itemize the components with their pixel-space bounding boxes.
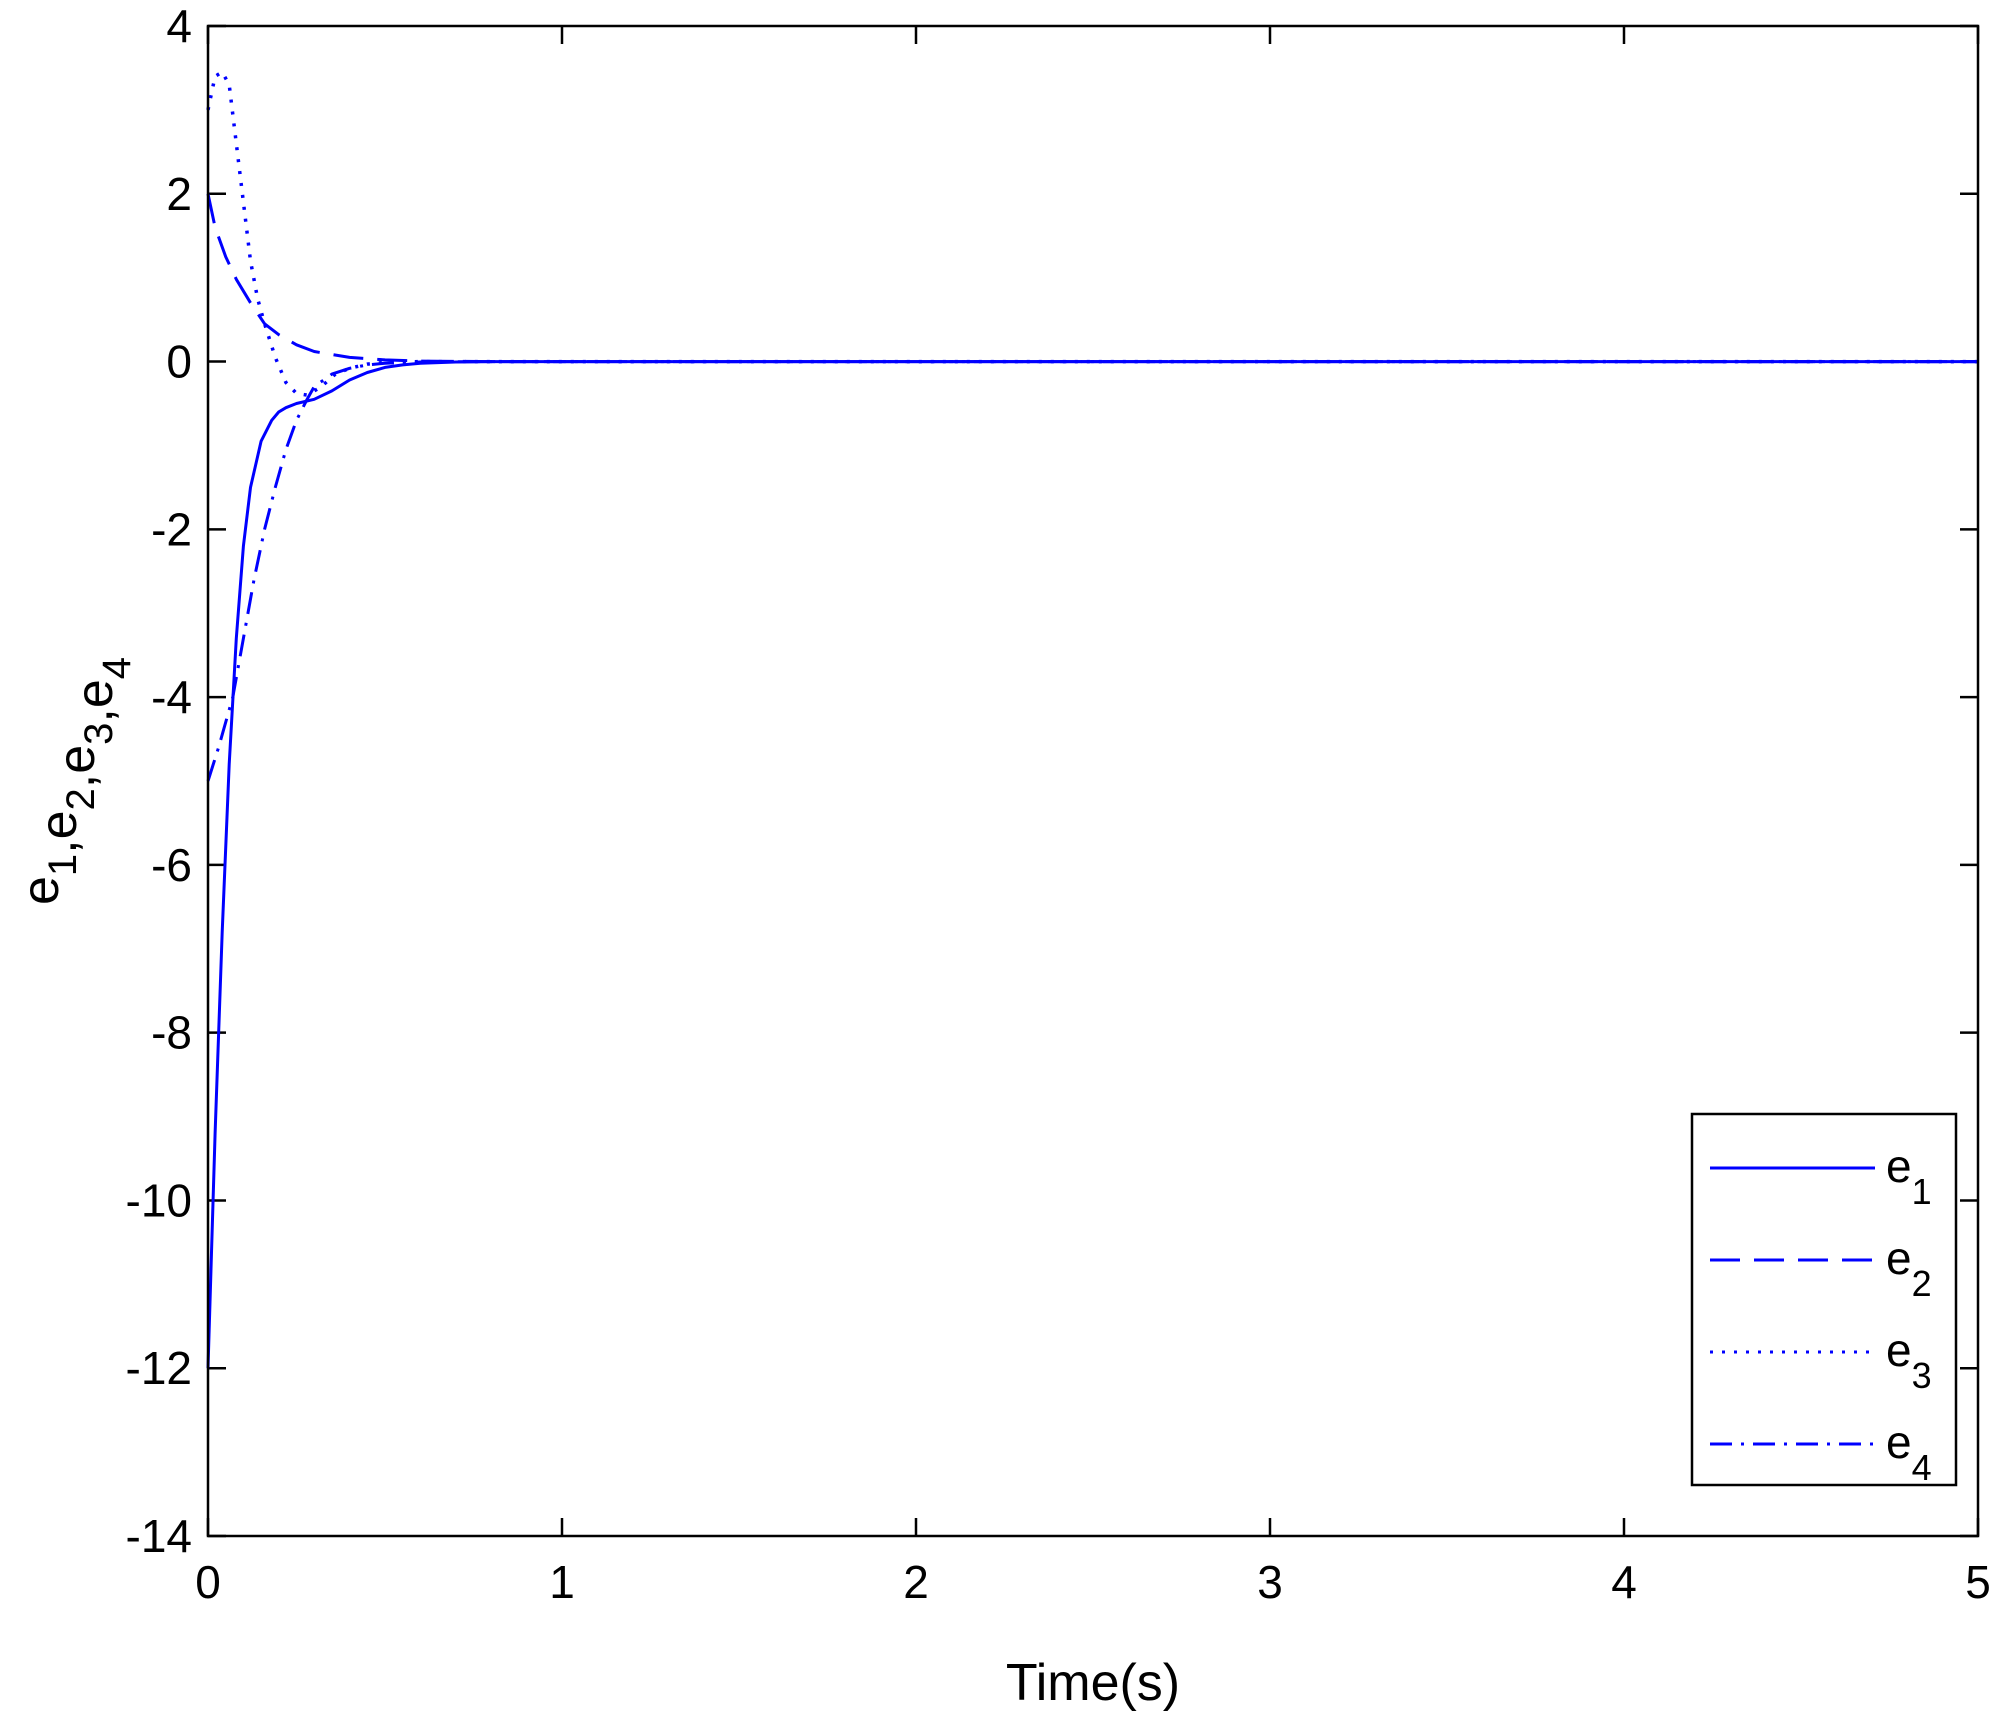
legend-label: e3 [1886,1324,1932,1396]
x-tick-label: 3 [1257,1556,1283,1608]
x-tick-label: 1 [549,1556,575,1608]
y-axis-ticks: -14 -12 -10 -8 -6 -4 -2 0 2 4 [126,0,1978,1562]
y-label-sub: 1 [41,854,85,876]
legend-label: e4 [1886,1416,1932,1488]
x-tick-label: 5 [1965,1556,1991,1608]
y-label-base: e [12,876,70,905]
y-label-sub: 4 [95,657,139,679]
x-tick-label: 4 [1611,1556,1637,1608]
y-label-sub: 2 [59,788,103,810]
y-tick-label: 2 [166,168,192,220]
y-tick-label: -12 [126,1342,192,1394]
legend-item-e3[interactable]: e3 [1710,1324,1932,1396]
y-axis-label: e1,e2,e3,e4 [12,657,139,905]
x-axis-ticks: 0 1 2 3 4 5 [195,26,1991,1608]
legend-label: e1 [1886,1140,1932,1212]
y-label-base: ,e [66,679,124,722]
x-tick-label: 2 [903,1556,929,1608]
series-line-e3 [206,70,1978,397]
y-label-sub: 3 [77,723,121,745]
y-tick-label: -6 [151,839,192,891]
series-lines [206,70,1978,1369]
y-tick-label: 0 [166,336,192,388]
y-tick-label: -2 [151,503,192,555]
series-line-e2 [206,193,1978,364]
y-tick-label: -10 [126,1174,192,1226]
legend-item-e4[interactable]: e4 [1710,1416,1932,1488]
x-tick-label: 0 [195,1556,221,1608]
y-label-base: ,e [48,745,106,788]
legend-item-e2[interactable]: e2 [1710,1232,1932,1304]
legend-item-e1[interactable]: e1 [1710,1140,1932,1212]
y-tick-label: -4 [151,671,192,723]
legend-label: e2 [1886,1232,1932,1304]
y-tick-label: 4 [166,0,192,52]
y-label-base: ,e [30,810,88,853]
series-line-e4 [206,360,1978,782]
x-axis-label: Time(s) [1006,1654,1180,1712]
legend-box [1690,1112,1958,1487]
plot-area-frame [206,24,1980,1538]
y-tick-label: -8 [151,1007,192,1059]
y-tick-label: -14 [126,1510,192,1562]
legend[interactable]: e1 e2 e3 e4 [1690,1112,1958,1488]
